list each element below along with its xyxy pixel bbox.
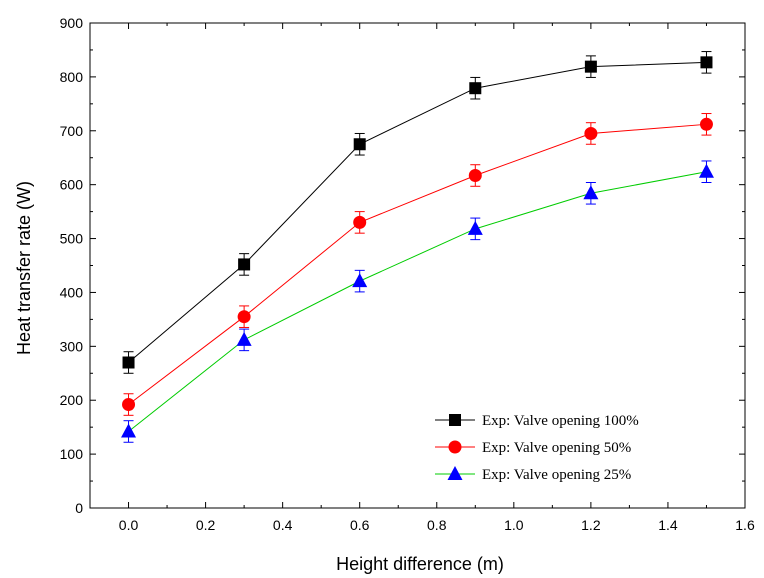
series-layer xyxy=(121,51,714,443)
legend-label: Exp: Valve opening 25% xyxy=(482,467,631,483)
y-axis: 0 100 200 300 400 500 600 700 800 900 xyxy=(60,15,745,516)
y-axis-title: Heat transfer rate (W) xyxy=(14,181,34,355)
data-point xyxy=(467,220,483,235)
y-tick-label: 600 xyxy=(60,177,84,193)
x-tick-label: 0.8 xyxy=(427,517,447,533)
x-tick-label: 1.2 xyxy=(581,517,601,533)
x-tick-label: 0.6 xyxy=(350,517,370,533)
y-tick-label: 700 xyxy=(60,123,84,139)
data-point xyxy=(698,163,714,178)
legend: Exp: Valve opening 100% Exp: Valve openin… xyxy=(435,413,639,483)
legend-label: Exp: Valve opening 50% xyxy=(482,440,631,456)
data-point xyxy=(122,356,135,369)
data-point xyxy=(353,138,366,151)
series-0 xyxy=(122,51,713,374)
data-point xyxy=(583,185,599,200)
series-1 xyxy=(122,113,713,416)
legend-marker xyxy=(449,414,461,426)
y-tick-label: 800 xyxy=(60,69,84,85)
data-point xyxy=(121,423,137,438)
data-point xyxy=(237,310,251,324)
data-point xyxy=(353,215,367,229)
series-line xyxy=(128,61,707,363)
x-tick-label: 0.2 xyxy=(196,517,216,533)
x-tick-label: 1.0 xyxy=(504,517,524,533)
y-tick-label: 300 xyxy=(60,338,84,354)
data-point xyxy=(468,169,482,183)
x-tick-label: 0.0 xyxy=(119,517,139,533)
data-point xyxy=(469,82,482,95)
data-point xyxy=(352,273,368,288)
legend-marker xyxy=(447,466,463,480)
data-point xyxy=(700,56,713,69)
data-point xyxy=(584,60,597,73)
legend-marker xyxy=(448,440,462,454)
x-tick-label: 1.6 xyxy=(735,517,755,533)
series-2 xyxy=(121,160,714,443)
data-point xyxy=(699,117,713,131)
data-point xyxy=(122,398,136,412)
x-axis-title: Height difference (m) xyxy=(336,554,504,574)
y-tick-label: 100 xyxy=(60,446,84,462)
y-tick-label: 400 xyxy=(60,284,84,300)
plot-area xyxy=(89,22,746,509)
series-line xyxy=(128,171,707,432)
x-tick-label: 1.4 xyxy=(658,517,678,533)
y-tick-label: 500 xyxy=(60,231,84,247)
y-tick-label: 200 xyxy=(60,392,84,408)
y-tick-label: 0 xyxy=(75,500,83,516)
plot-frame xyxy=(89,22,746,509)
y-tick-label: 900 xyxy=(60,15,84,31)
data-point xyxy=(238,258,251,271)
data-point xyxy=(236,331,252,346)
series-line xyxy=(128,123,707,405)
legend-label: Exp: Valve opening 100% xyxy=(482,413,639,429)
x-axis: 0.0 0.2 0.4 0.6 0.8 1.0 1.2 1.4 1.6 xyxy=(89,23,755,533)
data-point xyxy=(584,126,598,140)
x-tick-label: 0.4 xyxy=(273,517,293,533)
